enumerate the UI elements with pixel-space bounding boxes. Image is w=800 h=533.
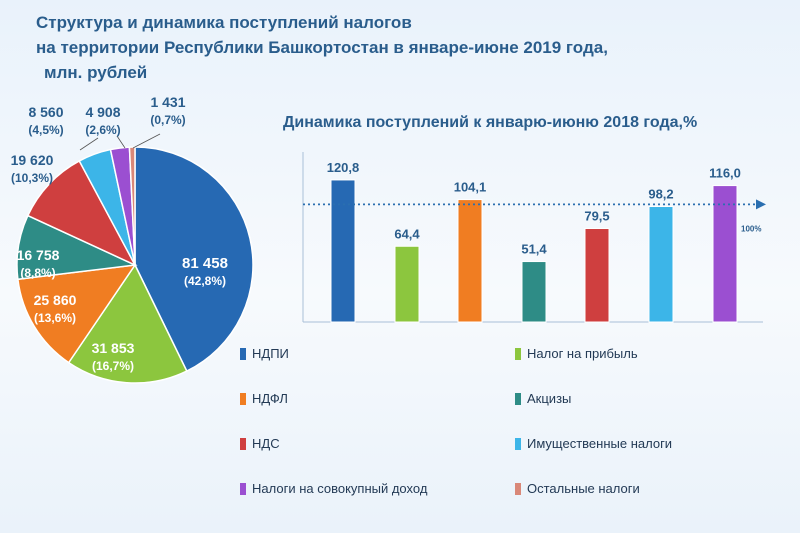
bar-value-label: 120,8 [327, 160, 360, 175]
bar-chart: 120,8 64,4 104,1 51,4 79,5 98,2 116,0 100% [302, 152, 766, 323]
pie-value-label: 16 758 [17, 247, 60, 263]
legend-item-налоги-на-совокупный-доход: Налоги на совокупный доход [240, 481, 427, 496]
legend-item-ндс: НДС [240, 436, 280, 451]
legend-swatch [240, 392, 246, 405]
bar-налог-на-прибыль [394, 245, 420, 323]
legend-label: НДПИ [252, 346, 289, 361]
pie-value-label: 25 860 [34, 292, 77, 308]
chart-title: Структура и динамика поступлений налогов… [36, 10, 736, 85]
legend-swatch [515, 437, 521, 450]
legend-label: НДС [252, 436, 280, 451]
bar-ндс [584, 228, 610, 323]
title-line-3: млн. рублей [44, 63, 148, 82]
pie-percent-label: (10,3%) [11, 171, 53, 185]
pie-slice-ндс [26, 159, 137, 267]
bar-value-label: 116,0 [709, 166, 741, 181]
legend-swatch [515, 347, 521, 360]
pie-value-label: 8 560 [28, 104, 63, 120]
bar-налоги-на-совокупный-доход [712, 185, 738, 323]
pie-slice-ндпи [134, 146, 254, 373]
pie-leader-line [79, 137, 99, 151]
bar-value-label: 51,4 [521, 242, 547, 257]
pie-chart: 81 458 (42,8%) 31 853 (16,7%) 25 860 (13,6%) 1… [11, 94, 254, 384]
legend-label: Налоги на совокупный доход [252, 481, 428, 496]
pie-leader-line [132, 133, 161, 149]
pie-slice-ндфл [17, 264, 137, 364]
pie-value-label: 31 853 [92, 340, 135, 356]
legend-item-остальные-налоги: Остальные налоги [515, 481, 640, 496]
bar-value-label: 98,2 [648, 187, 673, 202]
pie-percent-label: (0,7%) [150, 113, 185, 127]
pie-slice-налог-на-прибыль [67, 263, 188, 384]
legend-label: Остальные налоги [527, 481, 640, 496]
reference-line-label: 100% [741, 224, 761, 233]
legend-swatch [240, 347, 246, 360]
bar-имущественные-налоги [648, 206, 674, 323]
title-line-1: Структура и динамика поступлений налогов [36, 13, 412, 32]
legend-swatch [240, 482, 246, 495]
legend-item-ндфл: НДФЛ [240, 391, 288, 406]
pie-percent-label: (8,8%) [20, 266, 55, 280]
legend-label: НДФЛ [252, 391, 288, 406]
pie-value-label: 1 431 [150, 94, 185, 110]
legend-item-налог-на-прибыль: Налог на прибыль [515, 346, 638, 361]
legend-label: Налог на прибыль [527, 346, 638, 361]
legend-item-акцизы: Акцизы [515, 391, 571, 406]
pie-percent-label: (42,8%) [184, 274, 226, 288]
pie-percent-label: (16,7%) [92, 359, 134, 373]
legend-swatch [515, 482, 521, 495]
legend-label: Акцизы [527, 391, 572, 406]
bar-chart-title: Динамика поступлений к январю-июню 2018 … [283, 114, 698, 131]
bar-value-label: 104,1 [454, 180, 487, 195]
legend: НДПИ Налог на прибыль НДФЛ Акцизы НДС Имущест… [240, 341, 780, 516]
pie-value-label: 19 620 [11, 152, 54, 168]
legend-label: Имущественные налоги [527, 436, 673, 451]
pie-percent-label: (13,6%) [34, 311, 76, 325]
legend-item-имущественные-налоги: Имущественные налоги [515, 436, 672, 451]
pie-percent-label: (2,6%) [85, 123, 120, 137]
pie-value-label: 4 908 [85, 104, 120, 120]
reference-arrow-icon [756, 199, 766, 210]
pie-percent-label: (4,5%) [28, 123, 63, 137]
bar-ндфл [457, 199, 483, 323]
title-line-2: на территории Республики Башкортостан в … [36, 38, 608, 57]
bar-value-label: 79,5 [584, 209, 609, 224]
pie-value-label: 81 458 [182, 255, 228, 272]
legend-item-ндпи: НДПИ [240, 346, 289, 361]
bar-ндпи [330, 179, 356, 323]
legend-swatch [240, 437, 246, 450]
bar-акцизы [521, 261, 547, 323]
pie-leader-line [116, 135, 126, 149]
bar-value-label: 64,4 [394, 226, 420, 241]
legend-swatch [515, 392, 521, 405]
